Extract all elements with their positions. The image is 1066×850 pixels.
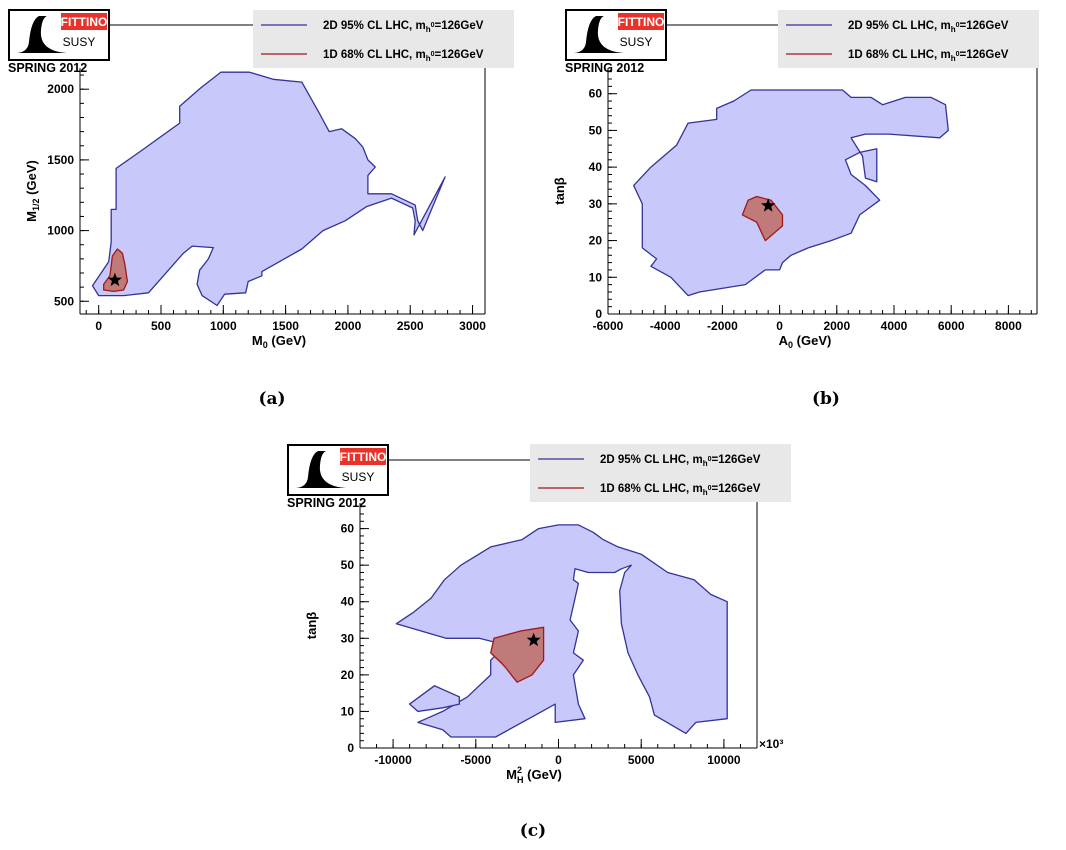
logo-red-box — [340, 448, 386, 465]
y-tick-label: 50 — [341, 558, 355, 572]
x-tick-label: -4000 — [650, 319, 681, 333]
region-68cl — [490, 626, 545, 683]
x-tick-label: 3000 — [459, 319, 486, 333]
y-tick-label: 30 — [341, 631, 355, 645]
y-tick-label: 1500 — [47, 153, 74, 167]
x-tick-label: 0 — [95, 319, 102, 333]
y-tick-label: 60 — [589, 87, 603, 101]
y-tick-label: 2000 — [47, 82, 74, 96]
y-tick-label: 40 — [341, 595, 355, 609]
y-tick-label: 20 — [341, 668, 355, 682]
legend-1d-label: 1D 68% CL LHC, mh0=126GeV — [323, 49, 484, 63]
x-tick-label: 500 — [151, 319, 171, 333]
best-fit-star-icon — [526, 632, 541, 647]
region-95cl — [633, 89, 949, 297]
y-tick-label: 0 — [595, 307, 602, 321]
logo-season: SPRING 2012 — [565, 61, 644, 75]
y-tick-label: 30 — [589, 197, 603, 211]
x-tick-label: -10000 — [374, 753, 412, 767]
x-tick-label: 10000 — [707, 753, 741, 767]
logo-season: SPRING 2012 — [287, 496, 366, 510]
y-tick-label: 1000 — [47, 224, 74, 238]
x-tick-label: 2000 — [823, 319, 850, 333]
x-tick-label: 1500 — [272, 319, 299, 333]
logo-l-glyph-icon — [296, 451, 346, 488]
legend-2d-label: 2D 95% CL LHC, mh0=126GeV — [848, 20, 1009, 34]
x-tick-label: 5000 — [628, 753, 655, 767]
legend-1d-label: 1D 68% CL LHC, mh0=126GeV — [848, 49, 1009, 63]
y-tick-label: 20 — [589, 234, 603, 248]
y-tick-label: 500 — [54, 294, 74, 308]
y-tick-label: 60 — [341, 522, 355, 536]
legend-box — [530, 444, 791, 502]
legend-1d-label: 1D 68% CL LHC, mh0=126GeV — [600, 483, 761, 497]
region-95cl — [91, 71, 446, 307]
logo-season: SPRING 2012 — [8, 61, 87, 75]
x-axis-multiplier: ×10³ — [759, 737, 783, 751]
logo-l-glyph-icon — [17, 16, 67, 53]
y-tick-label: 10 — [589, 270, 603, 284]
x-tick-label: 2000 — [335, 319, 362, 333]
legend-box — [253, 10, 514, 68]
legend-box — [778, 10, 1039, 68]
best-fit-star-icon — [107, 272, 122, 287]
logo-l-glyph-icon — [574, 16, 624, 53]
region-68cl — [741, 195, 784, 242]
legend-2d-label: 2D 95% CL LHC, mh0=126GeV — [600, 454, 761, 468]
y-tick-label: 10 — [341, 704, 355, 718]
logo-red-box — [61, 13, 107, 30]
best-fit-star-icon — [761, 198, 776, 212]
y-axis-label: tanβ — [552, 177, 567, 205]
region-68cl — [103, 248, 129, 293]
logo-sub: SUSY — [342, 470, 375, 484]
y-tick-label: 50 — [589, 123, 603, 137]
logo-sub: SUSY — [63, 35, 96, 49]
subfigure-caption: (c) — [520, 821, 546, 841]
x-tick-label: 0 — [776, 319, 783, 333]
chart-2: -6000 -4000 -2000 0 2000 4000 6000 8000 0 10 20 30 4… — [552, 9, 1039, 409]
x-tick-label: 0 — [555, 753, 562, 767]
x-tick-label: -6000 — [593, 319, 624, 333]
x-tick-label: 2500 — [397, 319, 424, 333]
legend-2d-label: 2D 95% CL LHC, mh0=126GeV — [323, 20, 484, 34]
logo-brand: FITTINO — [340, 450, 387, 464]
x-axis-label: M2 H (GeV) — [506, 765, 562, 785]
x-axis-label: M0 (GeV) — [252, 333, 306, 350]
logo-brand: FITTINO — [61, 15, 108, 29]
region-95cl-island-1 — [408, 685, 460, 713]
logo-brand: FITTINO — [618, 15, 665, 29]
logo-sub: SUSY — [620, 35, 653, 49]
y-tick-label: 40 — [589, 160, 603, 174]
y-axis-label: M1/2 (GeV) — [24, 160, 41, 222]
x-tick-label: -2000 — [707, 319, 738, 333]
x-tick-label: 8000 — [995, 319, 1022, 333]
x-tick-label: -5000 — [460, 753, 491, 767]
region-95cl — [395, 524, 728, 738]
x-tick-label: 6000 — [938, 319, 965, 333]
x-tick-label: 1000 — [210, 319, 237, 333]
y-axis-label: tanβ — [304, 612, 319, 640]
chart-1: 0 500 1000 1500 2000 2500 3000 500 1000 1500 2000 M… — [8, 9, 514, 409]
y-tick-label: 0 — [347, 741, 354, 755]
logo-red-box — [618, 13, 664, 30]
subfigure-caption: (b) — [812, 389, 840, 409]
x-tick-label: 4000 — [881, 319, 908, 333]
subfigure-caption: (a) — [258, 389, 285, 409]
x-axis-label: A0 (GeV) — [779, 333, 832, 350]
chart-3: -10000 -5000 0 5000 10000 0 10 20 30 40 50 60 ×10³ M2… — [287, 444, 791, 841]
